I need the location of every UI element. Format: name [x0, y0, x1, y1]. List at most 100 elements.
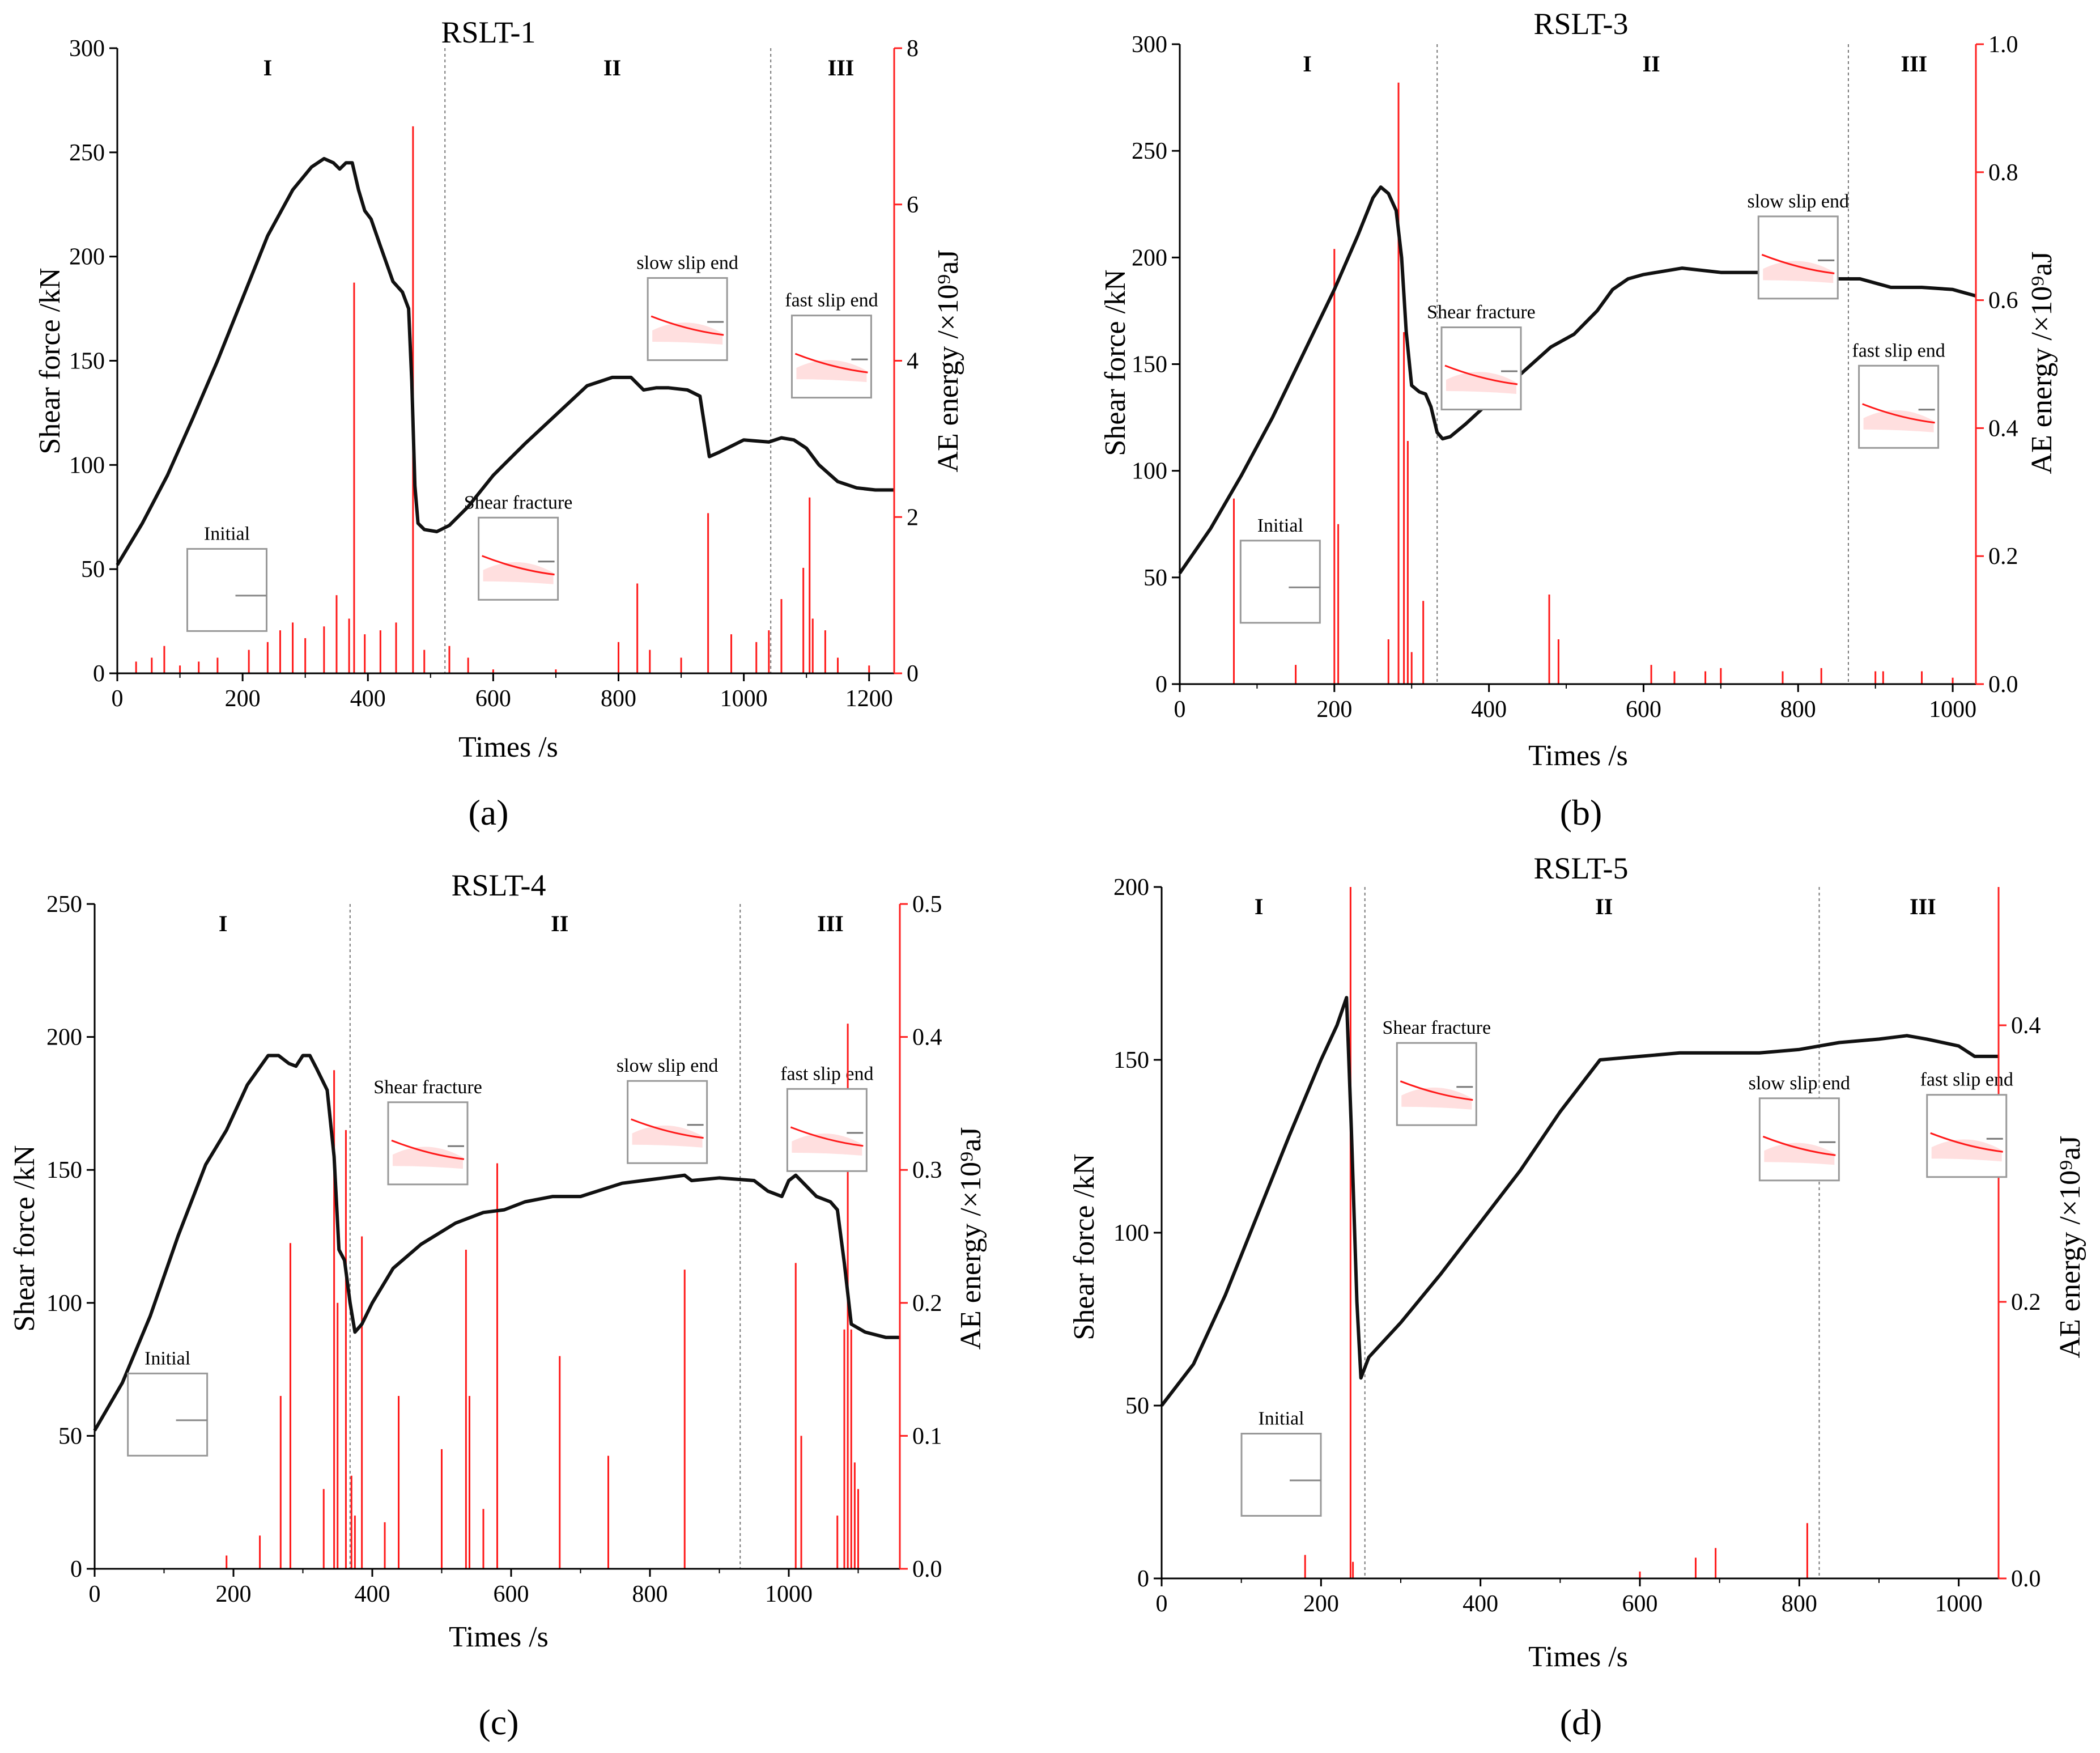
- panel-a-y2-tick-label: 6: [907, 192, 919, 218]
- panel-d-y2-tick-label: 0.2: [2011, 1289, 2041, 1315]
- panel-b-inset-frame: [1239, 540, 1321, 624]
- panel-b-y-tick-label: 300: [1132, 32, 1167, 58]
- panel-d-y2-tick-label: 0.4: [2011, 1013, 2041, 1039]
- panel-a-x-tick-label: 1200: [845, 686, 893, 712]
- panel-d-inset-label: slow slip end: [1749, 1073, 1850, 1094]
- panel-c-y-tick-label: 200: [46, 1025, 82, 1051]
- panel-b-stage-label: II: [1643, 51, 1660, 77]
- panel-b-ylabel: Shear force /kN: [1099, 269, 1132, 456]
- panel-a-inset-label: Shear fracture: [464, 492, 573, 513]
- panel-a-inset-damage: [796, 360, 867, 383]
- panel-a-inset-label: slow slip end: [636, 252, 738, 273]
- panel-c-y2-tick-label: 0.5: [912, 892, 942, 918]
- panel-b-inset-label: slow slip end: [1748, 191, 1849, 212]
- panel-b-y2-tick-label: 0.2: [1988, 544, 2018, 570]
- panel-a-inset-damage: [483, 562, 554, 584]
- panel-b-inset-damage: [1763, 261, 1834, 283]
- panel-d-x-tick-label: 1000: [1935, 1591, 1983, 1617]
- panel-d-x-tick-label: 600: [1622, 1591, 1658, 1617]
- panel-a: RSLT-1 (a) Times /s Shear force /kN AE e…: [34, 15, 964, 833]
- panel-c-inset-damage: [632, 1125, 703, 1148]
- panel-d-inset-frame: [1240, 1433, 1322, 1517]
- panel-d-y-tick-label: 150: [1113, 1047, 1149, 1073]
- panel-a-inset-crack: [482, 555, 555, 576]
- panel-b-y-tick-label: 150: [1132, 352, 1167, 378]
- panel-c-x-tick-label: 600: [494, 1581, 529, 1607]
- panel-d: RSLT-5 (d) Times /s Shear force /kN AE e…: [1068, 851, 2086, 1742]
- panel-c-caption: (c): [478, 1702, 518, 1742]
- panel-b-inset-crack: [1761, 253, 1835, 274]
- panel-d-y-tick-label: 200: [1113, 875, 1149, 901]
- panel-a-x-tick-label: 800: [601, 686, 636, 712]
- panel-a-y-tick-label: 50: [81, 557, 105, 583]
- panel-c-y-tick-label: 0: [70, 1556, 82, 1582]
- panel-c-x-tick-label: 1000: [765, 1581, 813, 1607]
- panel-a-stage-label: I: [263, 55, 273, 80]
- panel-b-y2-tick-label: 0.6: [1988, 288, 2018, 314]
- panel-d-inset-crack: [1762, 1135, 1836, 1156]
- panel-c-y-tick-label: 150: [46, 1157, 82, 1183]
- panel-c-inset-crack: [631, 1118, 704, 1139]
- panel-b-inset-label: Initial: [1257, 515, 1303, 536]
- panel-d-stage-label: III: [1910, 894, 1936, 919]
- panel-a-title: RSLT-1: [441, 15, 535, 49]
- panel-d-x-tick-label: 400: [1463, 1591, 1498, 1617]
- panel-a-y-tick-label: 300: [69, 36, 105, 62]
- panel-a-xlabel: Times /s: [458, 731, 558, 763]
- panel-b-y2-tick-label: 1.0: [1988, 32, 2018, 58]
- panel-b-x-tick-label: 200: [1316, 697, 1352, 723]
- panel-b: RSLT-3 (b) Times /s Shear force /kN AE e…: [1099, 7, 2058, 833]
- panel-d-inset-crack: [1930, 1132, 2003, 1153]
- panel-c-y-tick-label: 100: [46, 1291, 82, 1317]
- panel-a-ylabel: Shear force /kN: [34, 268, 66, 454]
- panel-c-y2-tick-label: 0.3: [912, 1157, 942, 1183]
- panel-c-inset-label: fast slip end: [780, 1063, 873, 1084]
- panel-b-x-tick-label: 800: [1780, 697, 1816, 723]
- panel-c-inset-damage: [393, 1147, 463, 1169]
- panel-a-y-tick-label: 0: [93, 661, 105, 687]
- panel-a-x-tick-label: 400: [350, 686, 386, 712]
- panel-b-y2label: AE energy /×10⁹aJ: [2026, 251, 2058, 474]
- panel-d-inset-label: Shear fracture: [1382, 1017, 1491, 1038]
- panel-d-caption: (d): [1560, 1702, 1602, 1742]
- panel-d-stage-label: I: [1255, 894, 1264, 919]
- panel-b-y2-tick-label: 0.0: [1988, 672, 2018, 698]
- panel-c-inset-damage: [792, 1133, 862, 1156]
- panel-a-y-tick-label: 200: [69, 244, 105, 270]
- panel-a-inset-crack: [794, 353, 868, 373]
- panel-b-xlabel: Times /s: [1528, 740, 1628, 772]
- panel-a-y2-tick-label: 8: [907, 36, 919, 62]
- panel-c-inset-label: Initial: [144, 1348, 190, 1369]
- panel-a-caption: (a): [468, 792, 508, 833]
- panel-a-x-tick-label: 0: [112, 686, 124, 712]
- panel-c-x-tick-label: 0: [89, 1581, 101, 1607]
- panel-d-y-tick-label: 50: [1125, 1393, 1149, 1419]
- panel-a-x-tick-label: 200: [225, 686, 261, 712]
- panel-d-inset-damage: [1764, 1143, 1835, 1165]
- panel-a-force-line: [116, 156, 894, 566]
- panel-d-x-tick-label: 0: [1156, 1591, 1168, 1617]
- panel-b-stage-label: I: [1303, 51, 1312, 77]
- panel-c-stage-label: I: [219, 911, 228, 936]
- panel-a-y2label: AE energy /×10⁹aJ: [932, 249, 964, 472]
- panel-a-y2-tick-label: 4: [907, 349, 919, 375]
- panel-d-y2-tick-label: 0.0: [2011, 1566, 2041, 1592]
- panel-b-y-tick-label: 100: [1132, 459, 1167, 485]
- panel-b-inset-crack: [1444, 364, 1518, 385]
- panel-a-y-tick-label: 150: [69, 349, 105, 375]
- panel-b-title: RSLT-3: [1533, 7, 1628, 41]
- panel-c-ylabel: Shear force /kN: [8, 1145, 41, 1331]
- panel-c-y-tick-label: 50: [58, 1423, 82, 1449]
- panel-d-x-tick-label: 800: [1782, 1591, 1817, 1617]
- panel-a-y-tick-label: 250: [69, 140, 105, 166]
- panel-d-inset-frame: [1758, 1097, 1840, 1182]
- panel-a-inset-crack: [651, 315, 724, 336]
- panel-d-stage-label: II: [1595, 894, 1613, 919]
- panel-a-x-tick-label: 600: [475, 686, 511, 712]
- panel-b-inset-damage: [1863, 410, 1934, 432]
- panel-b-x-tick-label: 1000: [1929, 697, 1976, 723]
- panel-c-y-tick-label: 250: [46, 892, 82, 918]
- panel-d-inset-crack: [1400, 1080, 1473, 1101]
- panel-d-x-tick-label: 200: [1303, 1591, 1339, 1617]
- panel-c-x-tick-label: 200: [216, 1581, 252, 1607]
